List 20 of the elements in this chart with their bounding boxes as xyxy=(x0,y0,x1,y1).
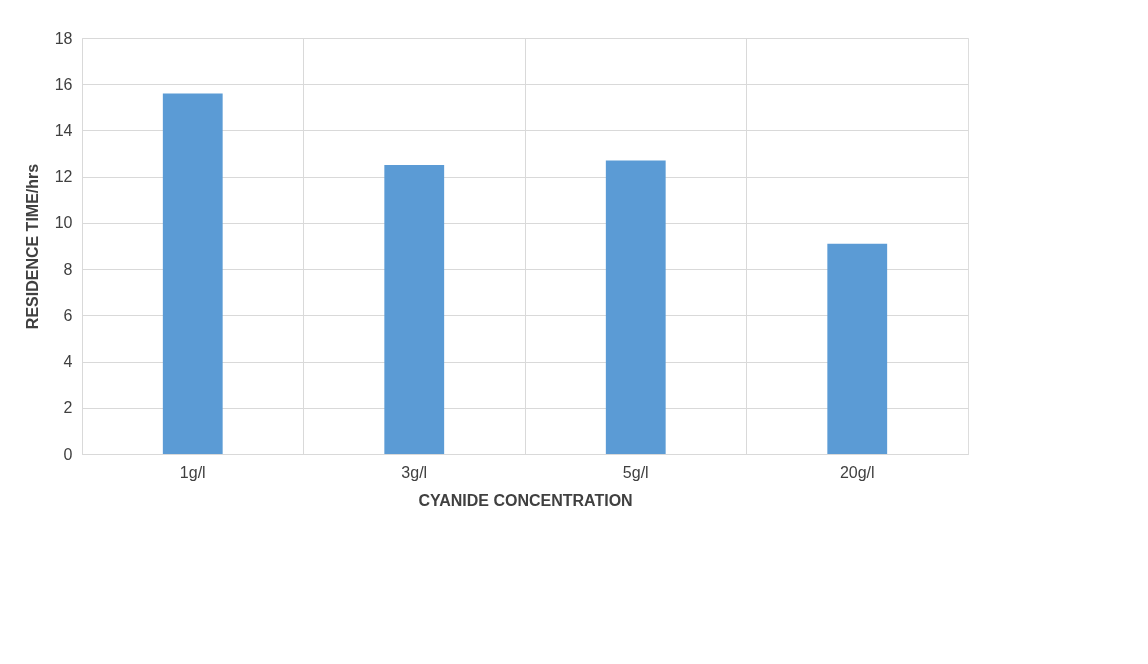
y-tick-label: 14 xyxy=(54,121,73,139)
bar xyxy=(827,243,888,454)
bar xyxy=(605,160,666,454)
y-tick-label: 16 xyxy=(54,75,73,93)
y-tick-label: 4 xyxy=(63,353,73,371)
y-axis-title: RESIDENCE TIME/hrs xyxy=(23,163,41,330)
bar xyxy=(384,165,445,454)
x-axis-title: CYANIDE CONCENTRATION xyxy=(418,491,633,509)
y-tick-label: 12 xyxy=(54,168,73,186)
y-tick-label: 10 xyxy=(54,214,73,232)
y-tick-label: 8 xyxy=(63,260,73,278)
x-tick-label: 5g/l xyxy=(622,463,649,481)
x-tick-label: 3g/l xyxy=(401,463,428,481)
y-tick-label: 0 xyxy=(63,445,73,463)
x-tick-label: 20g/l xyxy=(839,463,875,481)
y-tick-label: 18 xyxy=(54,29,73,47)
y-tick-label: 6 xyxy=(63,306,73,324)
y-tick-label: 2 xyxy=(63,399,73,417)
x-tick-label: 1g/l xyxy=(179,463,206,481)
bar xyxy=(162,93,223,454)
